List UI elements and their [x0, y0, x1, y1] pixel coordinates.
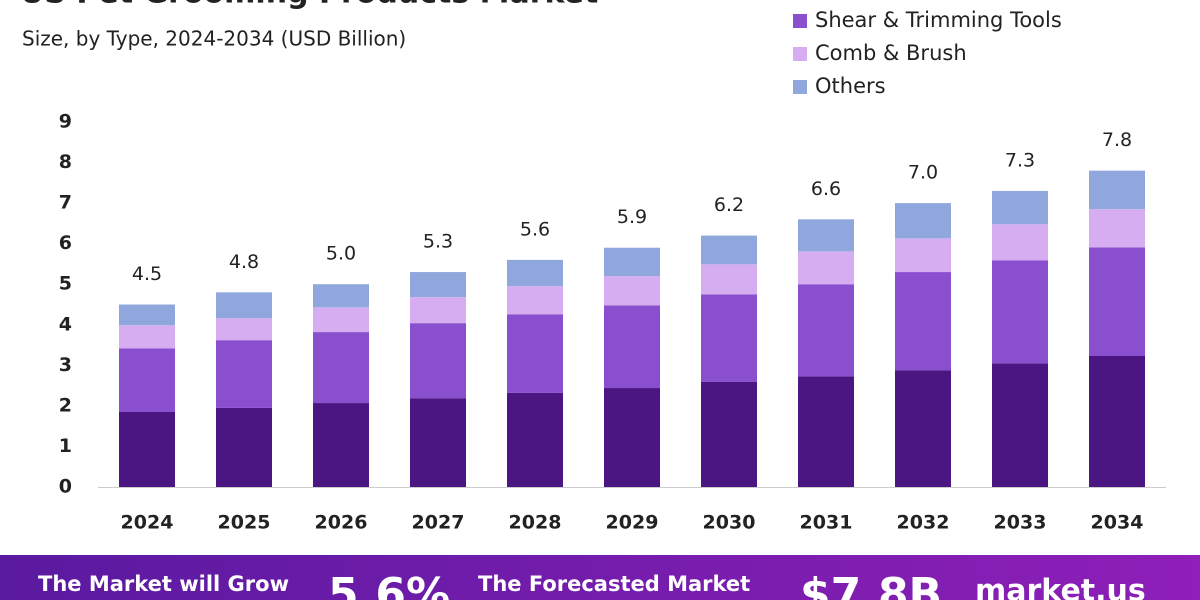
y-tick-label: 0: [59, 476, 72, 498]
x-tick-label: 2026: [315, 512, 368, 534]
bar-segment: [507, 286, 563, 315]
x-tick-label: 2028: [509, 512, 562, 534]
banner-value: 5.6%: [328, 569, 450, 600]
y-tick-label: 3: [59, 354, 72, 376]
bar-segment: [992, 363, 1048, 487]
legend-swatch: [793, 47, 807, 61]
legend-label: Comb & Brush: [815, 41, 967, 65]
y-tick-label: 1: [59, 435, 72, 457]
bar-segment: [798, 251, 854, 285]
banner-text: The Market will Grow: [38, 572, 289, 596]
bar-segment: [895, 203, 951, 239]
total-label: 5.6: [520, 218, 550, 240]
bar-segment: [701, 264, 757, 295]
bar-segment: [507, 392, 563, 487]
x-tick-label: 2032: [897, 512, 950, 534]
bar-segment: [798, 284, 854, 377]
x-tick-label: 2024: [121, 512, 174, 534]
bar-segment: [895, 370, 951, 487]
bar-segment: [701, 235, 757, 265]
bar-segment: [216, 292, 272, 319]
y-tick-label: 5: [59, 273, 72, 295]
bar-segment: [216, 318, 272, 341]
x-tick-label: 2025: [218, 512, 271, 534]
bar-segment: [1089, 356, 1145, 487]
bar-segment: [1089, 247, 1145, 357]
bar-segment: [992, 260, 1048, 364]
x-tick-label: 2034: [1091, 512, 1144, 534]
bar-segment: [313, 332, 369, 404]
bar-segment: [119, 348, 175, 412]
total-label: 7.3: [1005, 149, 1035, 171]
brand: market.us: [975, 574, 1146, 600]
bar-segment: [313, 284, 369, 308]
bar-segment: [119, 325, 175, 349]
y-tick-label: 2: [59, 394, 72, 416]
bar-segment: [604, 247, 660, 277]
x-tick-label: 2027: [412, 512, 465, 534]
banner-value: $7.8B: [800, 569, 942, 600]
chart-title: US Pet Grooming Products Market: [20, 0, 598, 11]
bar-segment: [216, 407, 272, 487]
x-tick-label: 2033: [994, 512, 1047, 534]
bar-segment: [313, 307, 369, 333]
bar-segment: [701, 381, 757, 487]
bar-segment: [313, 403, 369, 487]
bar-segment: [507, 259, 563, 287]
bar-segment: [992, 190, 1048, 225]
bar-segment: [604, 276, 660, 306]
total-label: 5.3: [423, 231, 453, 253]
bar-segment: [604, 305, 660, 389]
legend-label: Others: [815, 74, 886, 98]
bar-segment: [119, 304, 175, 326]
bar-segment: [1089, 170, 1145, 210]
bar-segment: [604, 388, 660, 487]
total-label: 4.8: [229, 251, 259, 273]
total-label: 7.8: [1102, 129, 1132, 151]
bar-segment: [798, 376, 854, 487]
bar-segment: [119, 411, 175, 487]
bar-segment: [895, 238, 951, 273]
bar-segment: [507, 314, 563, 393]
legend-label: Shear & Trimming Tools: [815, 8, 1062, 32]
banner-text: The Forecasted Market: [478, 572, 750, 596]
total-label: 6.6: [811, 178, 841, 200]
legend-swatch: [793, 80, 807, 94]
bar-segment: [410, 297, 466, 324]
bar-segment: [216, 340, 272, 408]
bar-segment: [701, 294, 757, 382]
x-tick-label: 2030: [703, 512, 756, 534]
bar-segment: [1089, 209, 1145, 248]
y-tick-label: 9: [59, 111, 72, 133]
y-tick-label: 7: [59, 192, 72, 214]
bar-segment: [410, 272, 466, 298]
y-tick-label: 4: [59, 313, 72, 335]
y-tick-label: 6: [59, 232, 72, 254]
bar-segment: [895, 272, 951, 371]
x-tick-label: 2029: [606, 512, 659, 534]
bar-segment: [410, 323, 466, 399]
total-label: 4.5: [132, 263, 162, 285]
bar-segment: [798, 219, 854, 252]
x-tick-label: 2031: [800, 512, 853, 534]
bar-segment: [410, 398, 466, 487]
banner: [0, 555, 1200, 600]
total-label: 6.2: [714, 194, 744, 216]
total-label: 7.0: [908, 162, 938, 184]
y-tick-label: 8: [59, 151, 72, 173]
legend-swatch: [793, 14, 807, 28]
bar-segment: [992, 224, 1048, 261]
chart-subtitle: Size, by Type, 2024-2034 (USD Billion): [22, 27, 406, 51]
total-label: 5.9: [617, 206, 647, 228]
total-label: 5.0: [326, 243, 356, 265]
